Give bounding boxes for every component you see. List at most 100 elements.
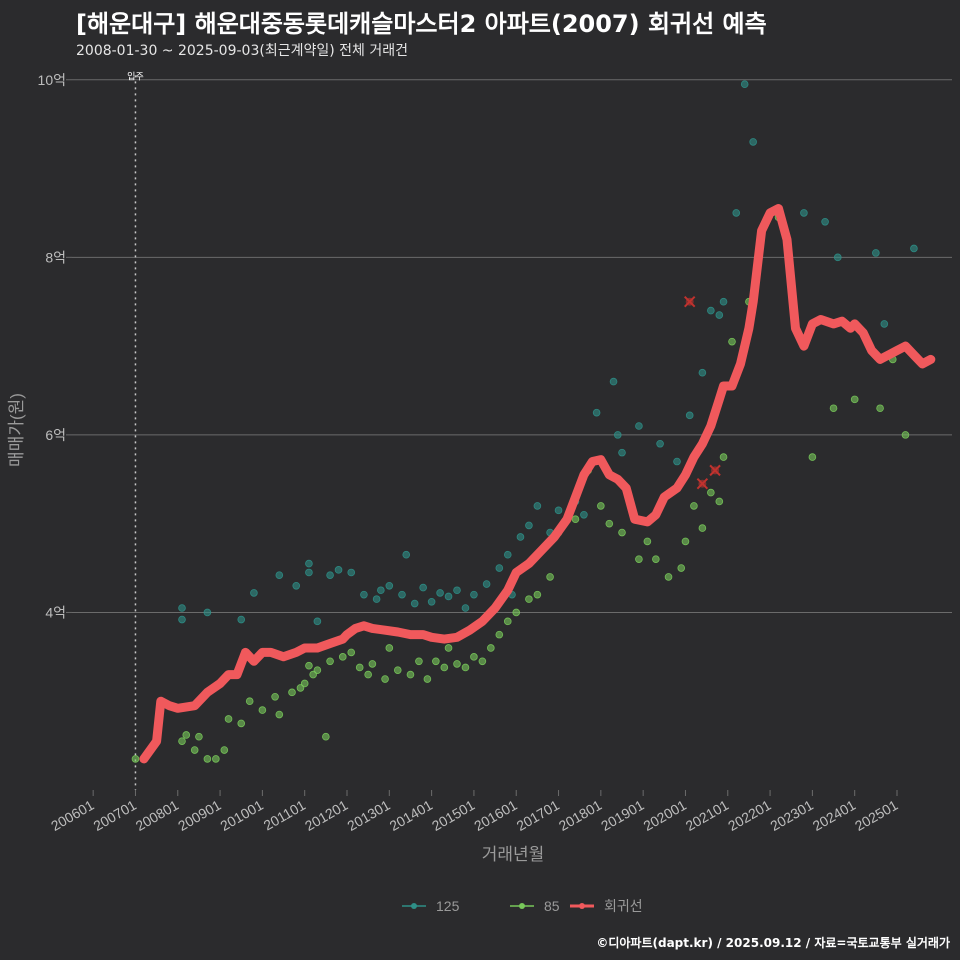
y-axis-label: 매매가(원) [7, 393, 26, 467]
x-tick-label: 201601 [471, 797, 520, 834]
point-125 [461, 604, 470, 612]
point-125 [402, 550, 411, 559]
point-125 [305, 559, 313, 568]
y-axis: 4억 6억 8억 10억 [38, 72, 72, 620]
point-125 [833, 253, 842, 262]
point-125 [533, 502, 542, 510]
x-tick-label: 201101 [261, 797, 309, 834]
x-tick-label: 201401 [387, 797, 436, 834]
point-125 [613, 431, 622, 439]
point-85 [487, 644, 495, 652]
point-125 [250, 589, 258, 597]
x-tick-label: 202101 [683, 797, 732, 834]
x-tick-label: 200701 [91, 797, 140, 834]
point-125 [178, 604, 186, 612]
point-85 [195, 732, 203, 741]
point-125 [685, 411, 694, 420]
x-tick-label: 201301 [344, 797, 393, 834]
point-85 [453, 660, 461, 668]
point-125 [698, 368, 707, 377]
point-125 [719, 297, 728, 306]
point-85 [690, 502, 698, 510]
point-125 [618, 448, 626, 457]
highlight-x-mark [696, 477, 709, 490]
point-85 [245, 697, 254, 706]
y-tick-label: 10억 [38, 72, 66, 88]
point-85 [605, 519, 614, 528]
legend-label: 125 [436, 898, 460, 914]
point-85 [643, 537, 652, 546]
point-85 [423, 675, 432, 683]
x-tick-label: 200901 [175, 797, 224, 834]
chart-subtitle: 2008-01-30 ~ 2025-09-03(최근계약일) 전체 거래건 [76, 43, 408, 59]
point-125 [178, 615, 186, 624]
point-85 [364, 670, 372, 679]
x-tick-label: 202301 [767, 797, 816, 834]
point-125 [880, 320, 889, 328]
highlight-x-mark [683, 295, 696, 308]
point-85 [212, 755, 220, 763]
point-125 [275, 571, 284, 579]
point-125 [334, 566, 343, 574]
point-125 [372, 595, 381, 603]
point-125 [385, 582, 394, 590]
point-125 [635, 422, 643, 430]
x-axis: 2006012007012008012009012010012011012012… [48, 790, 901, 834]
point-85 [715, 497, 724, 506]
point-85 [461, 663, 470, 672]
point-125 [444, 592, 453, 601]
x-tick-label: 202001 [641, 797, 690, 834]
point-85 [338, 653, 347, 661]
point-85 [220, 746, 229, 754]
point-125 [470, 590, 478, 599]
point-85 [478, 657, 487, 666]
point-125 [707, 306, 715, 315]
y-tick-label: 8억 [45, 249, 66, 265]
point-85 [203, 755, 212, 763]
highlight-x-mark [709, 464, 721, 477]
point-125 [427, 597, 436, 606]
point-85 [237, 719, 246, 728]
point-85 [322, 732, 330, 741]
point-85 [546, 573, 554, 581]
point-85 [681, 537, 690, 546]
footer-credit: ©디아파트(dapt.kr) / 2025.09.12 / 자료=국토교통부 실… [596, 936, 950, 950]
point-125 [495, 564, 504, 572]
x-tick-label: 201501 [429, 797, 478, 834]
legend: 125 85 회귀선 [402, 898, 643, 914]
point-85 [385, 644, 394, 652]
point-85 [131, 755, 140, 763]
point-125 [800, 209, 808, 217]
point-85 [182, 731, 191, 739]
point-85 [326, 657, 334, 666]
legend-label: 85 [544, 898, 560, 914]
point-85 [444, 644, 453, 652]
point-85 [829, 404, 838, 413]
point-125 [715, 311, 724, 319]
point-85 [313, 666, 322, 674]
point-85 [224, 715, 233, 723]
data-points [131, 80, 918, 763]
y-tick-label: 4억 [45, 604, 66, 620]
point-85 [728, 337, 736, 346]
point-125 [749, 138, 757, 146]
y-tick-label: 6억 [45, 427, 66, 443]
point-85 [432, 657, 440, 666]
move-in-label: 입주 [127, 70, 144, 81]
point-85 [719, 453, 728, 461]
point-85 [355, 663, 364, 672]
point-85 [652, 555, 660, 563]
point-125 [398, 590, 406, 599]
point-85 [258, 706, 267, 714]
point-85 [440, 663, 449, 672]
point-85 [288, 688, 296, 697]
x-tick-label: 202501 [852, 797, 901, 834]
point-85 [901, 431, 910, 439]
regression-path [139, 204, 936, 764]
point-85 [347, 648, 356, 657]
point-85 [271, 692, 279, 701]
point-125 [360, 590, 368, 599]
x-tick-label: 200801 [133, 797, 182, 834]
point-85 [707, 488, 715, 497]
